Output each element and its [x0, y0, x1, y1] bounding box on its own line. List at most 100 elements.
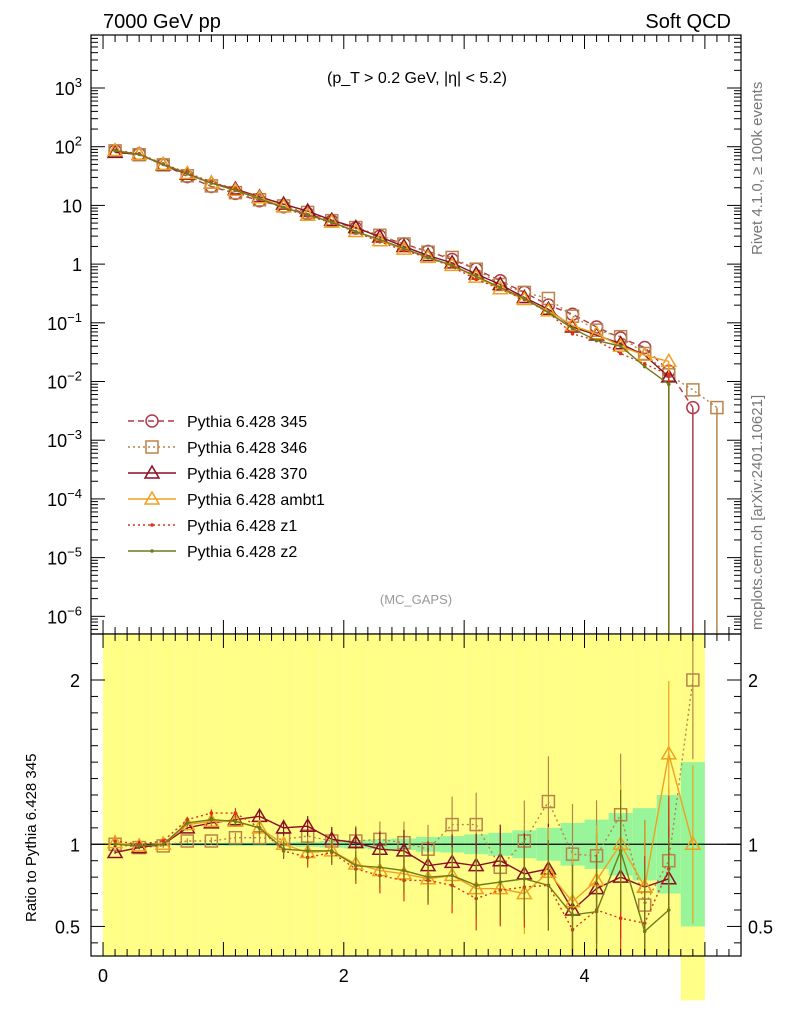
ratio-data-point [618, 916, 623, 921]
y-tick-label: 10−3 [47, 427, 82, 451]
data-point [467, 268, 485, 283]
ratio-y-tick-label: 0.5 [55, 917, 80, 937]
ratio-series-line [114, 812, 670, 931]
ratio-data-point [498, 880, 503, 884]
ratio-data-point [660, 745, 678, 760]
data-point [686, 383, 700, 397]
series-line [114, 149, 670, 376]
y-tick-label: 10−4 [47, 486, 82, 510]
data-point [612, 335, 629, 350]
process-label: Soft QCD [645, 11, 731, 33]
ratio-data-point [402, 868, 406, 873]
legend-marker [145, 414, 159, 428]
data-point [354, 229, 358, 234]
data-point [450, 263, 454, 268]
rivet-version-label: Rivet 4.1.0, ≥ 100k events [749, 82, 766, 255]
analysis-label: (MC_GAPS) [380, 592, 452, 607]
ratio-y-tick-label-right: 1 [748, 835, 758, 855]
data-point [636, 346, 654, 362]
data-point [281, 205, 286, 210]
ratio-y-tick-label: 1 [70, 835, 80, 855]
series-line [115, 151, 670, 378]
main-panel: 10−6 10−5 10−4 10−3 10−2 10−1 1 10 102 103 [47, 34, 742, 635]
ratio-data-point [275, 819, 292, 834]
ratio-series-line [115, 818, 670, 933]
data-point [137, 152, 141, 157]
ratio-data-point [113, 839, 117, 843]
y-tick-label: 10−5 [47, 545, 82, 569]
data-point [522, 296, 527, 301]
data-point [185, 171, 190, 176]
data-point [570, 332, 575, 336]
ratio-data-point [161, 842, 166, 847]
legend-marker [143, 490, 161, 505]
x-tick-label: 4 [580, 966, 590, 986]
data-point [378, 237, 382, 242]
series-z1 [113, 148, 671, 634]
ratio-data-point [305, 849, 310, 853]
ratio-data-point [185, 817, 190, 822]
data-point [251, 189, 268, 204]
data-point [419, 247, 437, 262]
y-tick-label: 10−1 [47, 310, 82, 334]
ratio-series-z2 [113, 789, 671, 956]
legend-marker [143, 464, 161, 479]
data-point [106, 142, 124, 157]
y-tick-label: 103 [55, 75, 82, 99]
series-line [114, 150, 694, 408]
ratio-panel: 0.5 0.5 1 1 2 2 0 2 4 [55, 633, 773, 1001]
data-point [613, 329, 628, 344]
data-point [540, 300, 557, 316]
ratio-data-point [570, 913, 575, 917]
ratio-data-point [227, 812, 244, 828]
ratio-data-point [450, 873, 454, 878]
data-point [546, 310, 551, 315]
ratio-data-point [347, 834, 365, 849]
y-tick-label: 10−6 [47, 603, 82, 627]
ratio-data-point [299, 817, 316, 832]
data-point [498, 285, 503, 290]
ratio-data-point [257, 826, 262, 830]
uncertainty-band-yellow [416, 634, 441, 956]
legend-item: Pythia 6.428 ambt1 [128, 490, 325, 509]
ratio-data-point [666, 908, 671, 912]
ratio-data-point [233, 811, 238, 815]
uncertainty-band-yellow [127, 634, 152, 956]
ratio-y-axis-label: Ratio to Pythia 6.428 345 [23, 754, 40, 922]
ratio-data-point [686, 673, 700, 687]
ratio-data-point [180, 834, 195, 848]
uncertainty-band-yellow [343, 634, 368, 956]
x-tick-label: 0 [98, 966, 108, 986]
data-point [426, 255, 430, 260]
data-point [113, 149, 117, 153]
ratio-data-point [684, 835, 702, 851]
ratio-data-point [233, 819, 238, 824]
data-point [323, 211, 341, 226]
uncertainty-band-yellow [247, 634, 272, 956]
ratio-series-group [106, 634, 702, 956]
data-point [642, 362, 647, 366]
uncertainty-band-yellow [367, 634, 392, 956]
data-point [516, 290, 533, 306]
cut-label: (p_T > 0.2 GeV, |η| < 5.2) [327, 70, 507, 87]
ratio-data-point [426, 875, 430, 879]
ratio-y-tick-label: 2 [70, 671, 80, 691]
legend: Pythia 6.428 345 Pythia 6.428 346 Pythia 6… [128, 414, 325, 561]
ratio-data-point [594, 909, 599, 914]
data-point [257, 196, 262, 201]
legend-label: Pythia 6.428 346 [187, 440, 307, 457]
y-tick-label: 10−2 [47, 369, 82, 393]
ratio-data-point [546, 883, 551, 888]
legend-item: Pythia 6.428 z2 [128, 544, 297, 561]
uncertainty-band-yellow [175, 634, 200, 956]
legend-marker [145, 440, 159, 454]
ratio-data-point [185, 821, 190, 825]
uncertainty-band-yellow [103, 634, 128, 956]
ratio-data-point [354, 863, 358, 868]
legend-label: Pythia 6.428 345 [187, 414, 307, 431]
ratio-data-point [329, 849, 334, 853]
legend-item: Pythia 6.428 370 [128, 464, 307, 483]
mcplots-reference-label: mcplots.cern.ch [arXiv:2401.10621] [749, 395, 766, 630]
data-point [209, 181, 214, 185]
